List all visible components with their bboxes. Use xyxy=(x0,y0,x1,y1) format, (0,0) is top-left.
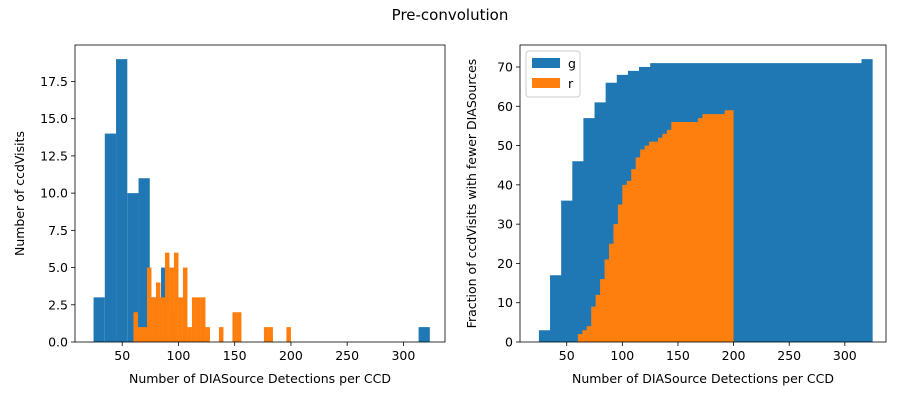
left-y-tick-label: 10.0 xyxy=(40,186,68,201)
left-bar-r xyxy=(137,327,143,342)
right-plot-area xyxy=(538,59,873,342)
right-axes-frame xyxy=(519,44,887,343)
left-bar-r xyxy=(182,267,188,342)
right-y-tick-label: 20 xyxy=(497,256,513,271)
left-x-tick-label: 250 xyxy=(335,348,359,363)
left-y-tick-label: 17.5 xyxy=(40,74,68,89)
left-bar-r xyxy=(205,327,210,342)
right-y-tick-label: 30 xyxy=(497,217,513,232)
left-histogram-panel: 50 100 150 200 250 300 0.0 2.5 5.0 7.5 10.0 12.5 15.… xyxy=(12,44,446,386)
left-bar-r xyxy=(187,327,192,342)
left-bar-r xyxy=(232,312,237,342)
left-plot-area xyxy=(93,59,430,342)
left-y-axis-label: Number of ccdVisits xyxy=(12,131,27,256)
left-x-tick-label: 200 xyxy=(279,348,303,363)
left-bar-r xyxy=(196,297,201,342)
right-y-tick-label: 60 xyxy=(497,99,513,114)
left-y-tick-label: 15.0 xyxy=(40,111,68,126)
left-bar-r xyxy=(169,267,174,342)
right-x-tick-label: 300 xyxy=(833,348,857,363)
left-bar-r xyxy=(142,327,147,342)
left-bar-g xyxy=(116,59,128,342)
left-bar-r xyxy=(286,327,291,342)
left-bar-r xyxy=(133,312,138,342)
legend-swatch-r xyxy=(532,78,560,88)
right-x-tick-label: 100 xyxy=(610,348,634,363)
left-y-tick-label: 7.5 xyxy=(48,223,68,238)
right-x-tick-label: 50 xyxy=(559,348,575,363)
right-cumulative-panel: 50 100 150 200 250 300 0 10 20 30 40 50 60 70 Number o… xyxy=(464,44,887,386)
right-cumulative-area-r xyxy=(577,110,734,342)
left-x-tick-label: 150 xyxy=(223,348,247,363)
left-bar-r xyxy=(160,297,165,342)
left-bar-g xyxy=(93,297,105,342)
left-bar-r xyxy=(263,327,269,342)
left-bar-r xyxy=(164,252,170,342)
left-bar-g xyxy=(127,193,139,342)
right-x-tick-label: 150 xyxy=(666,348,690,363)
legend-label-g: g xyxy=(568,56,576,71)
left-bar-r xyxy=(218,327,224,342)
legend-label-r: r xyxy=(568,76,574,91)
right-x-tick-label: 200 xyxy=(722,348,746,363)
left-x-tick-label: 50 xyxy=(114,348,130,363)
left-y-tick-label: 0.0 xyxy=(48,335,68,350)
left-bar-r xyxy=(155,282,161,342)
left-bar-g xyxy=(418,327,430,342)
left-bar-r xyxy=(173,252,179,342)
right-y-tick-label: 70 xyxy=(497,60,513,75)
right-y-tick-label: 40 xyxy=(497,177,513,192)
right-y-tick-label: 10 xyxy=(497,295,513,310)
left-bar-r xyxy=(151,297,156,342)
left-bar-r xyxy=(200,297,206,342)
left-bar-g xyxy=(138,178,150,342)
right-x-tick-label: 250 xyxy=(777,348,801,363)
right-y-tick-label: 50 xyxy=(497,138,513,153)
left-bar-r xyxy=(268,327,273,342)
legend-swatch-g xyxy=(532,58,560,68)
left-x-axis-label: Number of DIASource Detections per CCD xyxy=(129,371,391,386)
figure-suptitle: Pre-convolution xyxy=(392,6,509,24)
right-x-axis-label: Number of DIASource Detections per CCD xyxy=(572,371,834,386)
right-y-tick-label: 0 xyxy=(505,335,513,350)
left-y-tick-label: 2.5 xyxy=(48,297,68,312)
left-bar-r xyxy=(178,297,183,342)
left-y-tick-label: 5.0 xyxy=(48,260,68,275)
left-bar-g xyxy=(104,133,117,342)
left-bar-r xyxy=(236,312,242,342)
left-bar-r xyxy=(191,297,197,342)
left-y-tick-label: 12.5 xyxy=(40,148,68,163)
right-y-axis-label: Fraction of ccdVisits with fewer DIASour… xyxy=(464,59,479,329)
left-x-tick-label: 100 xyxy=(167,348,191,363)
left-x-tick-label: 300 xyxy=(391,348,415,363)
left-bar-r xyxy=(146,267,152,342)
